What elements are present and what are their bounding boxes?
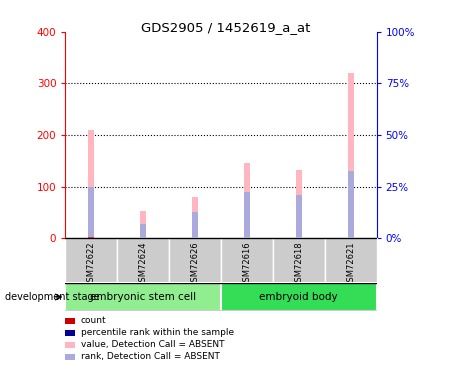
Bar: [192, 197, 198, 238]
Bar: [140, 224, 146, 238]
Text: embryoid body: embryoid body: [259, 292, 338, 302]
Text: embryonic stem cell: embryonic stem cell: [90, 292, 196, 302]
Bar: [221, 238, 273, 283]
Bar: [140, 211, 146, 238]
Text: development stage: development stage: [5, 292, 99, 302]
Text: count: count: [81, 316, 106, 325]
Bar: [348, 171, 354, 238]
Text: GSM72622: GSM72622: [87, 242, 96, 287]
Bar: [244, 192, 250, 238]
Text: rank, Detection Call = ABSENT: rank, Detection Call = ABSENT: [81, 352, 220, 361]
Bar: [244, 164, 250, 238]
Bar: [169, 238, 221, 283]
Text: GSM72624: GSM72624: [139, 242, 147, 287]
Text: GSM72618: GSM72618: [295, 242, 303, 287]
Bar: [88, 187, 94, 238]
Bar: [65, 238, 117, 283]
Text: percentile rank within the sample: percentile rank within the sample: [81, 328, 234, 337]
Bar: [296, 195, 302, 238]
Bar: [348, 73, 354, 238]
Bar: [221, 283, 377, 311]
Bar: [325, 238, 377, 283]
Bar: [88, 237, 94, 238]
Bar: [117, 238, 169, 283]
Text: GSM72626: GSM72626: [191, 242, 199, 287]
Bar: [273, 238, 325, 283]
Bar: [192, 212, 198, 238]
Text: GSM72621: GSM72621: [346, 242, 355, 287]
Text: GDS2905 / 1452619_a_at: GDS2905 / 1452619_a_at: [141, 21, 310, 34]
Bar: [88, 130, 94, 238]
Bar: [296, 170, 302, 238]
Bar: [65, 283, 221, 311]
Text: value, Detection Call = ABSENT: value, Detection Call = ABSENT: [81, 340, 224, 349]
Text: GSM72616: GSM72616: [243, 242, 251, 287]
